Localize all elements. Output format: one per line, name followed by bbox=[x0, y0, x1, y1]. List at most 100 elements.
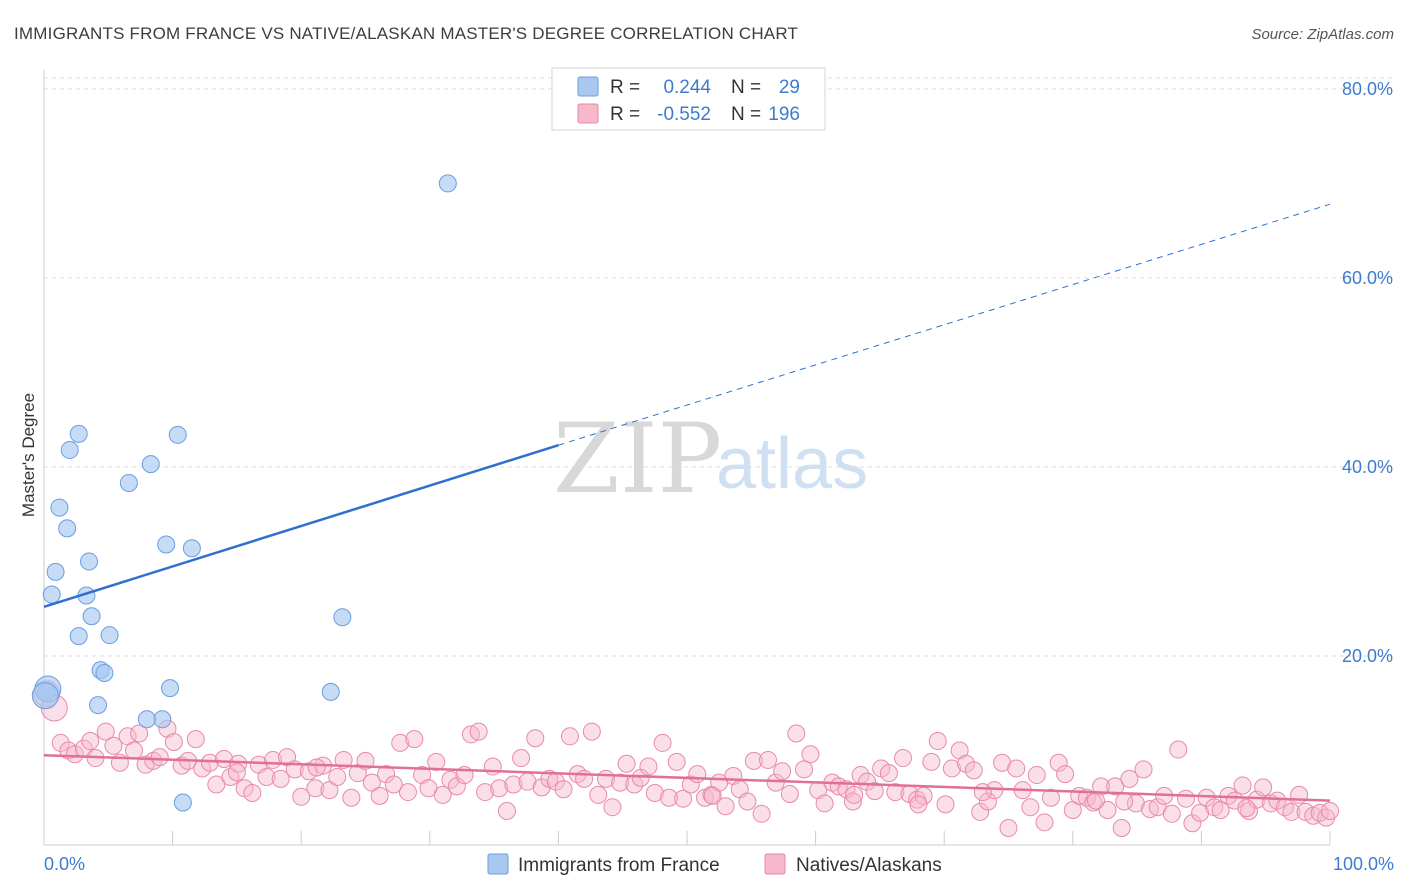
native-point-184 bbox=[227, 763, 246, 782]
france-point-20 bbox=[161, 679, 180, 698]
native-point-191 bbox=[845, 785, 864, 804]
native-point-50 bbox=[391, 733, 410, 752]
native-point-61 bbox=[469, 722, 488, 741]
france-point-13 bbox=[95, 663, 114, 682]
france-point-14 bbox=[89, 696, 108, 715]
native-point-62 bbox=[476, 783, 495, 802]
legend-r-label-pink: R = bbox=[610, 104, 640, 125]
bottom-legend-label-pink: Natives/Alaskans bbox=[796, 855, 942, 876]
native-point-153 bbox=[1120, 769, 1139, 788]
x-axis-ticks: 0.0% 100.0% bbox=[43, 831, 1394, 874]
native-point-186 bbox=[973, 783, 992, 802]
france-point-1 bbox=[42, 585, 61, 604]
native-point-16 bbox=[150, 748, 169, 767]
native-point-65 bbox=[497, 801, 516, 820]
bottom-legend: Immigrants from France Natives/Alaskans bbox=[487, 853, 942, 876]
native-point-166 bbox=[1211, 801, 1230, 820]
trend-line-france-dashed bbox=[558, 203, 1331, 446]
native-point-55 bbox=[427, 752, 446, 771]
trend-line-natives bbox=[43, 753, 1331, 802]
native-point-103 bbox=[766, 773, 785, 792]
native-point-100 bbox=[744, 751, 763, 770]
native-point-117 bbox=[865, 782, 884, 801]
native-point-159 bbox=[1162, 804, 1181, 823]
native-point-45 bbox=[356, 751, 375, 770]
france-point-9 bbox=[69, 627, 88, 646]
native-point-149 bbox=[1092, 777, 1111, 796]
y-tick-label-0: 20.0% bbox=[1342, 646, 1393, 666]
native-point-169 bbox=[1233, 776, 1252, 795]
native-point-187 bbox=[1086, 791, 1105, 810]
correlation-legend: R = 0.244 N = 29 R = -0.552 N = 196 bbox=[551, 67, 826, 131]
france-point-7 bbox=[80, 552, 99, 571]
native-point-43 bbox=[342, 788, 361, 807]
native-point-104 bbox=[773, 762, 792, 781]
y-tick-label-3: 80.0% bbox=[1342, 79, 1393, 99]
native-point-141 bbox=[1035, 813, 1054, 832]
native-point-90 bbox=[674, 789, 693, 808]
france-point-26 bbox=[321, 682, 340, 701]
native-point-127 bbox=[936, 795, 955, 814]
native-point-190 bbox=[703, 786, 722, 805]
native-point-176 bbox=[1282, 802, 1301, 821]
france-point-10 bbox=[82, 607, 101, 626]
france-point-23 bbox=[173, 793, 192, 812]
native-point-148 bbox=[1084, 793, 1103, 812]
native-point-86 bbox=[645, 784, 664, 803]
native-point-119 bbox=[879, 764, 898, 783]
native-point-144 bbox=[1056, 765, 1075, 784]
y-tick-label-1: 40.0% bbox=[1342, 457, 1393, 477]
native-point-105 bbox=[780, 784, 799, 803]
france-point-4 bbox=[58, 519, 77, 538]
legend-r-value-blue: 0.244 bbox=[663, 77, 711, 98]
native-point-136 bbox=[999, 818, 1018, 837]
native-point-91 bbox=[681, 775, 700, 794]
gridlines bbox=[44, 77, 1394, 657]
native-point-9 bbox=[104, 736, 123, 755]
native-point-47 bbox=[370, 786, 389, 805]
france-point-25 bbox=[333, 608, 352, 627]
native-point-36 bbox=[292, 787, 311, 806]
native-point-51 bbox=[398, 783, 417, 802]
native-point-155 bbox=[1134, 760, 1153, 779]
france-point-6 bbox=[69, 424, 88, 443]
native-point-4 bbox=[65, 745, 84, 764]
trend-lines bbox=[43, 203, 1331, 802]
native-point-130 bbox=[957, 754, 976, 773]
legend-n-label-blue: N = bbox=[731, 77, 761, 98]
native-point-31 bbox=[257, 767, 276, 786]
france-point-3 bbox=[50, 498, 69, 517]
native-point-110 bbox=[815, 794, 834, 813]
native-point-77 bbox=[582, 722, 601, 741]
native-point-182 bbox=[1321, 801, 1339, 820]
native-point-129 bbox=[950, 741, 969, 760]
france-point-11 bbox=[100, 626, 119, 645]
native-point-96 bbox=[716, 797, 735, 816]
native-point-12 bbox=[125, 741, 144, 760]
france-point-18 bbox=[168, 425, 187, 444]
legend-r-value-pink: -0.552 bbox=[657, 104, 711, 125]
native-point-106 bbox=[787, 724, 806, 743]
france-point-28 bbox=[31, 682, 59, 710]
native-point-64 bbox=[490, 779, 509, 798]
native-point-23 bbox=[200, 753, 219, 772]
native-point-69 bbox=[526, 729, 545, 748]
native-point-8 bbox=[96, 722, 115, 741]
native-point-78 bbox=[589, 785, 608, 804]
watermark-atlas: atlas bbox=[716, 424, 868, 504]
france-point-21 bbox=[153, 710, 172, 729]
native-point-29 bbox=[243, 784, 262, 803]
series-natives-alaskans bbox=[33, 680, 1339, 837]
trend-line-france-solid bbox=[43, 444, 559, 609]
france-point-24 bbox=[438, 174, 457, 193]
native-point-80 bbox=[603, 798, 622, 817]
native-point-183 bbox=[307, 758, 326, 777]
native-point-133 bbox=[978, 792, 997, 811]
native-point-188 bbox=[1115, 792, 1134, 811]
france-point-22 bbox=[137, 710, 156, 729]
native-point-26 bbox=[221, 767, 240, 786]
chart-title: IMMIGRANTS FROM FRANCE VS NATIVE/ALASKAN… bbox=[14, 24, 798, 43]
native-point-114 bbox=[843, 792, 862, 811]
native-point-74 bbox=[560, 727, 579, 746]
native-point-81 bbox=[611, 773, 630, 792]
